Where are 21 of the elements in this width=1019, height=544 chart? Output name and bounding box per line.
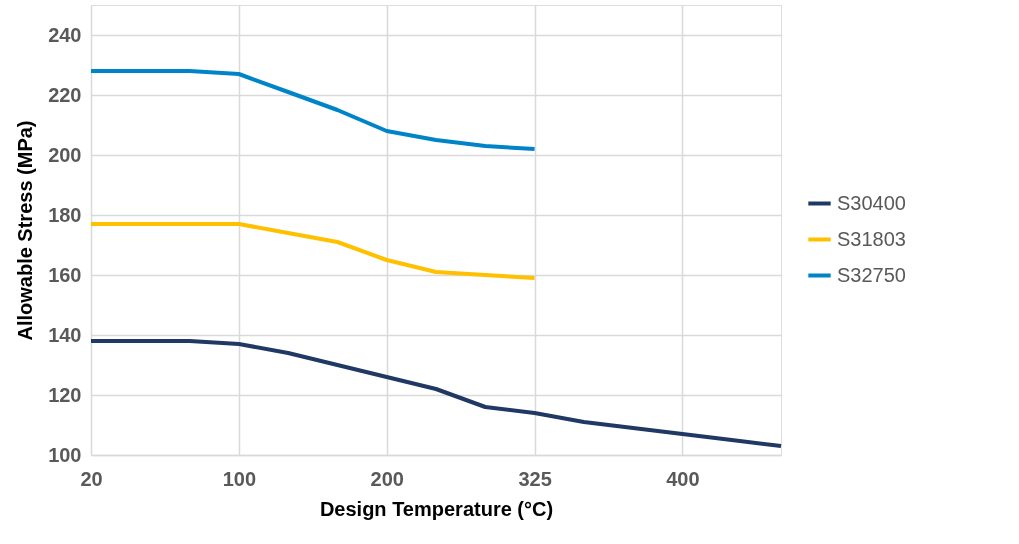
- line-series: [89, 222, 537, 280]
- legend-label: S32750: [837, 263, 906, 286]
- y-axis-title: Allowable Stress (MPa): [14, 120, 37, 341]
- y-tick-label: 240: [48, 23, 82, 46]
- y-tick-label: 200: [48, 143, 82, 166]
- y-tick-label: 120: [48, 383, 82, 406]
- x-tick-label: 200: [370, 467, 404, 490]
- y-tick-label: 100: [48, 443, 82, 466]
- x-tick-label: 100: [222, 467, 257, 490]
- y-tick-label: 180: [48, 203, 82, 226]
- y-tick-label: 220: [48, 83, 82, 106]
- x-tick-label: 325: [518, 467, 552, 490]
- legend-label: S30400: [837, 191, 906, 214]
- y-tick-label: 140: [48, 323, 82, 346]
- y-tick-label: 160: [48, 263, 82, 286]
- line-series: [89, 69, 537, 151]
- x-tick-label: 20: [80, 467, 103, 490]
- x-tick-label: 400: [666, 467, 700, 490]
- line-series: [89, 339, 783, 448]
- x-axis-title: Design Temperature (°C): [319, 497, 554, 520]
- legend-label: S31803: [837, 227, 906, 250]
